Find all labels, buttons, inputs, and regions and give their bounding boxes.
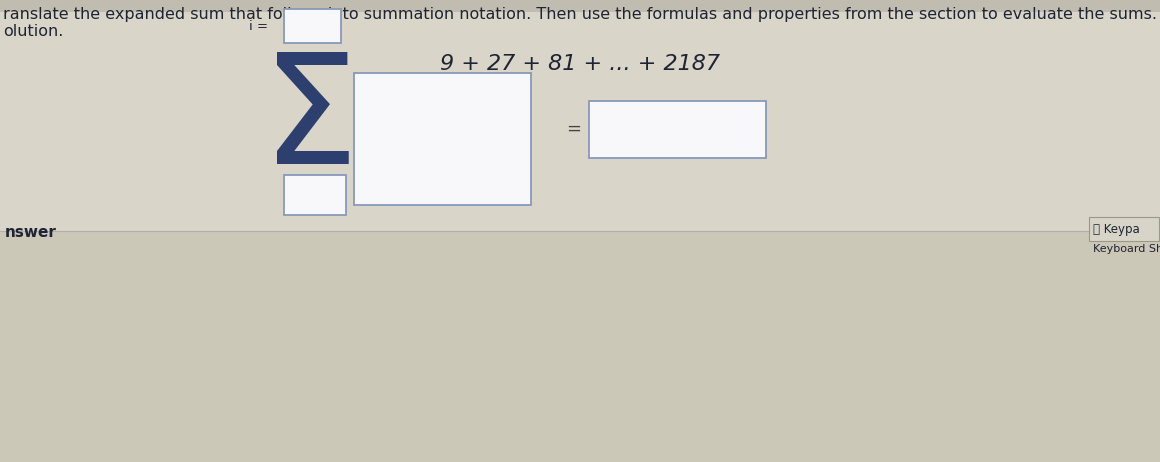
FancyBboxPatch shape [284,9,341,43]
Text: nswer: nswer [5,225,57,240]
Bar [0,0,1160,231]
Text: ranslate the expanded sum that follows into summation notation. Then use the for: ranslate the expanded sum that follows i… [3,7,1160,22]
Text: =: = [566,120,581,138]
Bar [0,231,1160,462]
FancyBboxPatch shape [589,101,766,158]
FancyBboxPatch shape [1089,217,1159,241]
Text: Keyboard Shortc: Keyboard Shortc [1093,244,1160,254]
FancyBboxPatch shape [284,175,346,215]
Text: 9 + 27 + 81 + ... + 2187: 9 + 27 + 81 + ... + 2187 [440,54,720,74]
Text: i =: i = [249,19,268,32]
FancyBboxPatch shape [354,73,531,205]
Text: olution.: olution. [3,24,64,39]
Text: ⎙ Keypa: ⎙ Keypa [1093,223,1140,236]
Text: Σ: Σ [262,48,358,196]
Bar [0,0,1160,12]
